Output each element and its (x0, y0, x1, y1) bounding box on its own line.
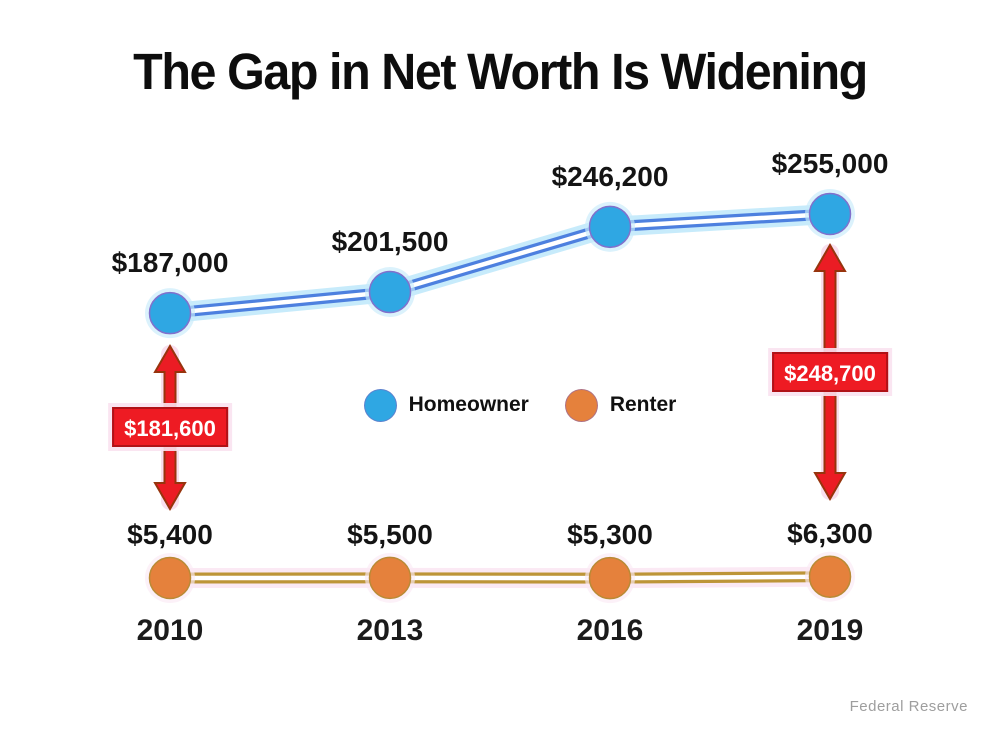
legend-label-renter: Renter (609, 393, 677, 416)
x-axis-label-2016: 2016 (576, 614, 644, 647)
gap-label-2019: $248,700 (772, 352, 888, 392)
data-label-renter-2013: $5,500 (347, 518, 433, 550)
legend-item-renter: Renter (564, 388, 677, 422)
renter-line-core (169, 574, 831, 581)
renter-marker-icon (564, 388, 598, 422)
homeowner-marker-2013 (368, 270, 412, 314)
data-label-renter-2019: $6,300 (787, 517, 873, 549)
x-axis-label-2019: 2019 (796, 614, 864, 647)
chart-title: The Gap in Net Worth Is Widening (133, 43, 868, 100)
legend-label-homeowner: Homeowner (408, 393, 529, 416)
data-label-homeowner-2010: $187,000 (111, 247, 229, 279)
homeowner-line-core (169, 211, 831, 316)
gap-label-2010: $181,600 (112, 407, 228, 447)
data-label-renter-2010: $5,400 (127, 519, 213, 550)
renter-marker-2019 (808, 555, 852, 598)
data-label-renter-2016: $5,300 (567, 519, 653, 551)
homeowner-marker-2016 (588, 205, 632, 249)
legend-item-homeowner: Homeowner (363, 388, 529, 422)
homeowner-marker-2019 (808, 192, 852, 236)
data-label-homeowner-2019: $255,000 (771, 148, 889, 179)
renter-marker-2013 (368, 556, 412, 600)
x-axis-label-2010: 2010 (136, 614, 204, 647)
renter-marker-2016 (588, 556, 632, 600)
homeowner-marker-icon (363, 388, 397, 422)
legend: Homeowner Renter (340, 383, 700, 427)
source-attribution: Federal Reserve (849, 698, 968, 715)
x-axis-label-2013: 2013 (356, 614, 424, 647)
renter-marker-2010 (148, 556, 192, 600)
data-label-homeowner-2016: $246,200 (551, 160, 669, 192)
data-label-homeowner-2013: $201,500 (331, 226, 449, 258)
homeowner-marker-2010 (148, 291, 192, 335)
